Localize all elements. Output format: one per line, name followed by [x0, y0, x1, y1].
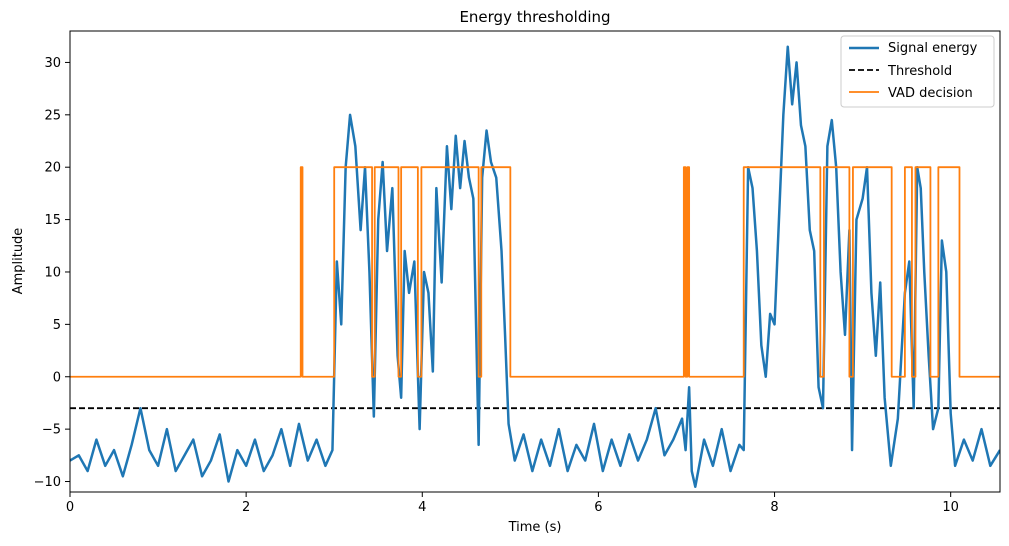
x-tick-label: 2 — [242, 500, 250, 515]
y-tick-label: 15 — [44, 213, 61, 228]
vad-decision-line — [70, 166, 1000, 378]
legend: Signal energy Threshold VAD decision — [840, 35, 995, 108]
x-tick-label: 8 — [770, 500, 778, 515]
y-axis-label: Amplitude — [11, 228, 26, 295]
y-tick-label: 20 — [44, 161, 61, 176]
legend-label-signal-energy: Signal energy — [888, 41, 978, 56]
y-tick-label: 25 — [44, 108, 61, 123]
legend-box — [840, 35, 995, 108]
plot-frame — [69, 30, 1001, 493]
signal-energy-line — [70, 45, 1000, 489]
y-tick-label: 0 — [53, 370, 61, 385]
y-axis: −10 −5 0 5 10 15 20 25 30 — [34, 56, 70, 490]
x-axis: 0 2 4 6 8 10 — [66, 492, 959, 515]
x-tick-label: 10 — [942, 500, 959, 515]
x-tick-label: 4 — [418, 500, 426, 515]
x-tick-label: 6 — [594, 500, 602, 515]
y-tick-label: −5 — [42, 423, 61, 438]
legend-label-vad-decision: VAD decision — [888, 86, 973, 101]
y-tick-label: −10 — [34, 475, 61, 490]
x-tick-label: 0 — [66, 500, 74, 515]
x-axis-label: Time (s) — [508, 520, 562, 535]
plot-area — [70, 45, 1000, 489]
y-tick-label: 5 — [53, 318, 61, 333]
chart-title: Energy thresholding — [459, 8, 610, 26]
legend-label-threshold: Threshold — [887, 64, 952, 79]
y-tick-label: 30 — [44, 56, 61, 71]
y-tick-label: 10 — [44, 265, 61, 280]
